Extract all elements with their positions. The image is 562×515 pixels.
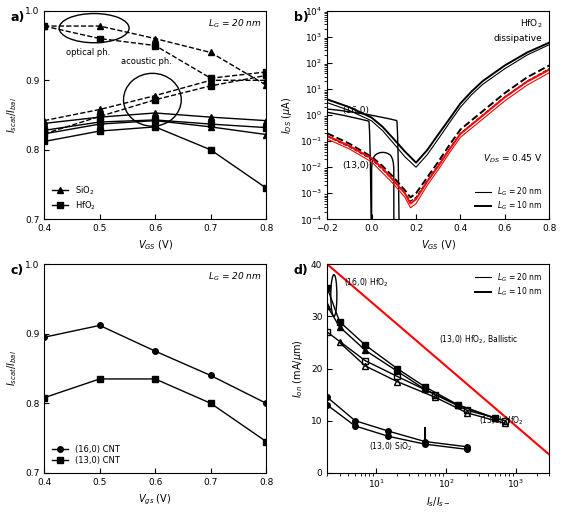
Text: HfO$_2$: HfO$_2$ <box>520 17 542 29</box>
X-axis label: $I_s / I_{s-}$: $I_s / I_{s-}$ <box>426 495 451 509</box>
Y-axis label: $I_{on}$ (mA/$\mu$m): $I_{on}$ (mA/$\mu$m) <box>291 339 305 398</box>
Text: c): c) <box>11 264 24 277</box>
Text: dissipative: dissipative <box>494 33 542 43</box>
Text: $L_G$ = 20 nm: $L_G$ = 20 nm <box>208 17 262 29</box>
X-axis label: $V_{gs}$ (V): $V_{gs}$ (V) <box>138 492 172 507</box>
Text: $L_G$ = 20 nm: $L_G$ = 20 nm <box>208 270 262 283</box>
X-axis label: $V_{GS}$ (V): $V_{GS}$ (V) <box>421 239 456 252</box>
Text: optical ph.: optical ph. <box>66 47 111 57</box>
Y-axis label: $I_{DS}$ ($\mu$A): $I_{DS}$ ($\mu$A) <box>280 96 294 134</box>
Legend: SiO$_2$, HfO$_2$: SiO$_2$, HfO$_2$ <box>48 181 99 215</box>
Text: (13,0) SiO$_2$: (13,0) SiO$_2$ <box>369 440 413 453</box>
Y-axis label: $I_{scat}/I_{bal}$: $I_{scat}/I_{bal}$ <box>6 351 19 386</box>
Text: (16,0) HfO$_2$: (16,0) HfO$_2$ <box>344 276 389 288</box>
Text: $V_{DS}$ = 0.45 V: $V_{DS}$ = 0.45 V <box>483 152 542 165</box>
Legend: $L_G$ = 20 nm, $L_G$ = 10 nm: $L_G$ = 20 nm, $L_G$ = 10 nm <box>472 268 546 301</box>
Text: (13,0): (13,0) <box>343 161 370 170</box>
X-axis label: $V_{GS}$ (V): $V_{GS}$ (V) <box>138 239 173 252</box>
Text: d): d) <box>294 264 309 277</box>
Y-axis label: $I_{scat}/I_{bal}$: $I_{scat}/I_{bal}$ <box>6 97 19 133</box>
Text: (16,0): (16,0) <box>343 106 370 115</box>
Text: (13,0) HfO$_2$, Ballistic: (13,0) HfO$_2$, Ballistic <box>439 333 519 346</box>
Text: a): a) <box>11 11 25 24</box>
Text: (13,0) HfO$_2$: (13,0) HfO$_2$ <box>479 414 524 427</box>
Legend: $L_G$ = 20 nm, $L_G$ = 10 nm: $L_G$ = 20 nm, $L_G$ = 10 nm <box>472 182 546 216</box>
Text: acoustic ph.: acoustic ph. <box>121 57 173 66</box>
Text: b): b) <box>294 11 309 24</box>
Legend: (16,0) CNT, (13,0) CNT: (16,0) CNT, (13,0) CNT <box>48 441 123 469</box>
